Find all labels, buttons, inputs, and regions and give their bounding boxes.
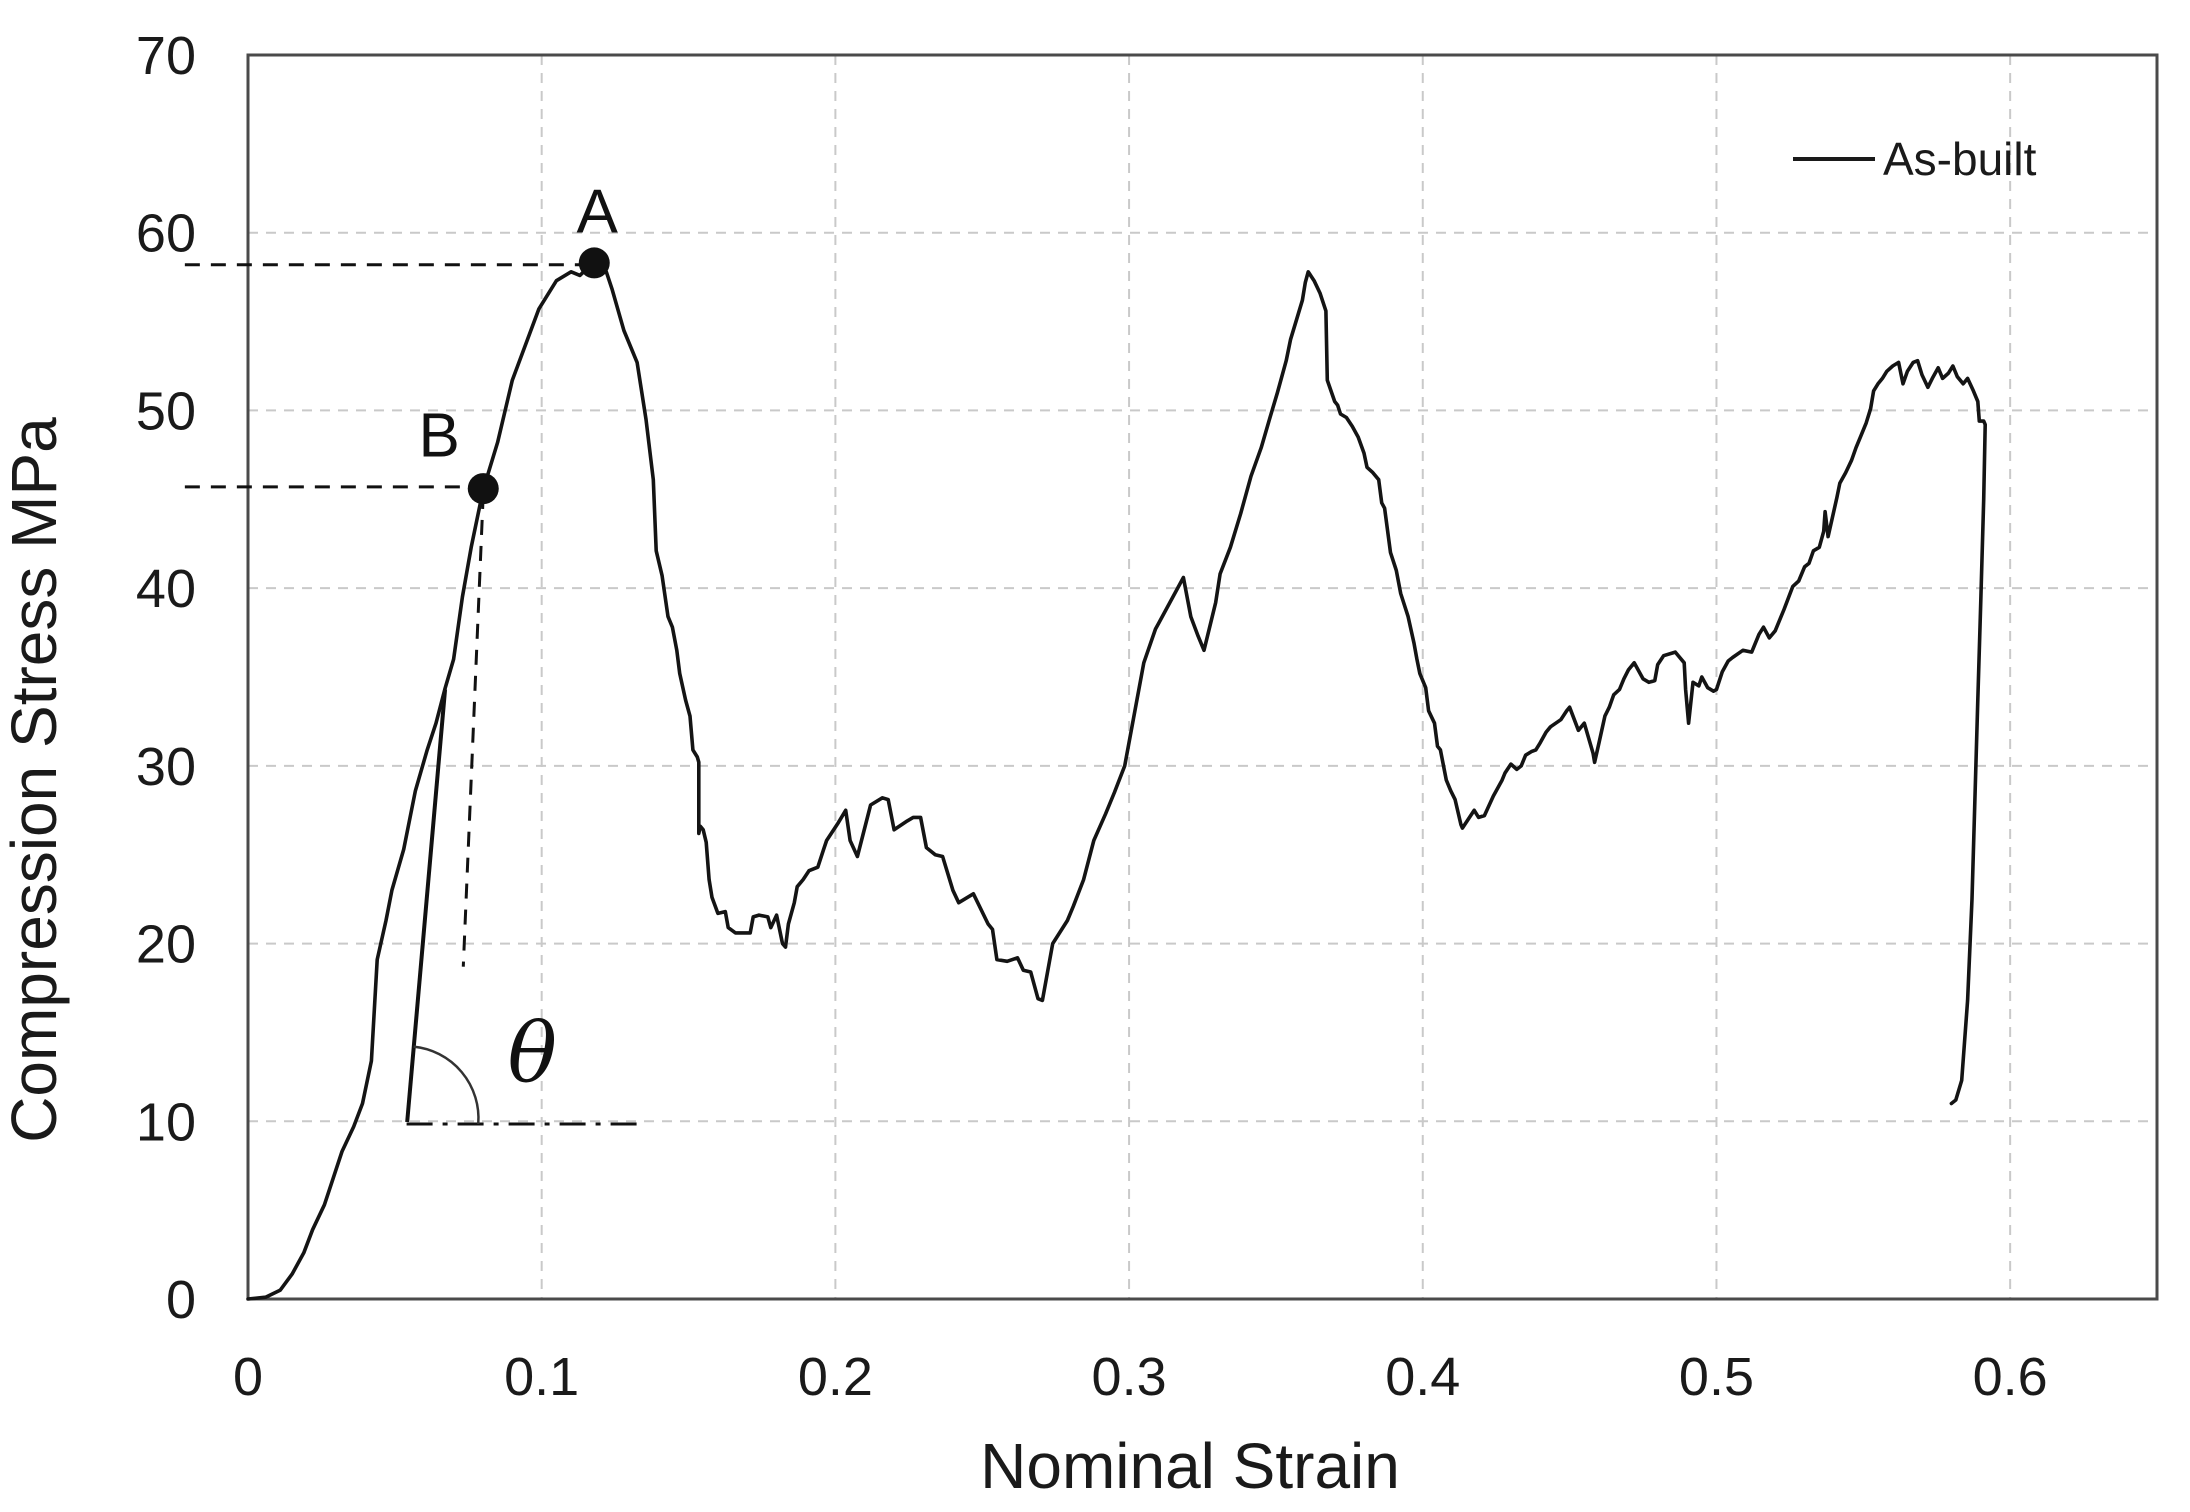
- y-tick-label: 20: [136, 915, 196, 975]
- y-tick-label: 30: [136, 737, 196, 797]
- point-b-marker: [467, 473, 499, 505]
- y-tick-label: 70: [136, 26, 196, 86]
- angle-arc: [413, 1045, 480, 1125]
- drop-line-b: [461, 493, 485, 967]
- gridlines: [248, 55, 2157, 1299]
- x-tick-label: 0.6: [1973, 1347, 2048, 1407]
- y-tick-label: 60: [136, 204, 196, 264]
- y-tick-label: 50: [136, 381, 196, 441]
- x-tick-label: 0.5: [1679, 1347, 1754, 1407]
- x-tick-label: 0.2: [798, 1347, 873, 1407]
- x-axis-title: Nominal Strain: [980, 1430, 1400, 1502]
- legend-line-sample: [1793, 157, 1875, 161]
- x-tick-label: 0.4: [1385, 1347, 1460, 1407]
- point-a-label: A: [577, 177, 619, 246]
- theta-angle-label: θ: [508, 1007, 557, 1102]
- plot-border: [246, 53, 2159, 1301]
- annotations-layer: [184, 263, 638, 1126]
- x-tick-label: 0.3: [1092, 1347, 1167, 1407]
- y-axis-title: Compression Stress MPa: [0, 417, 70, 1143]
- x-tick-label: 0.1: [504, 1347, 579, 1407]
- legend-label: As-built: [1883, 133, 2037, 185]
- series-curve: [246, 261, 1987, 1301]
- point-markers: [467, 247, 610, 505]
- point-b-label: B: [419, 401, 460, 470]
- y-tick-label: 40: [136, 559, 196, 619]
- tangent-modulus-line: [405, 689, 448, 1123]
- x-tick-label: 0: [233, 1347, 263, 1407]
- point-a-marker: [578, 247, 610, 279]
- series-layer: [246, 261, 1987, 1301]
- y-tick-label: 0: [166, 1270, 196, 1330]
- y-tick-label: 10: [136, 1092, 196, 1152]
- legend: As-built: [1793, 132, 2036, 186]
- tick-labels: 0 0.1 0.2 0.3 0.4 0.5 0.6 0 10 20 30 40 50 60 70: [136, 26, 2048, 1407]
